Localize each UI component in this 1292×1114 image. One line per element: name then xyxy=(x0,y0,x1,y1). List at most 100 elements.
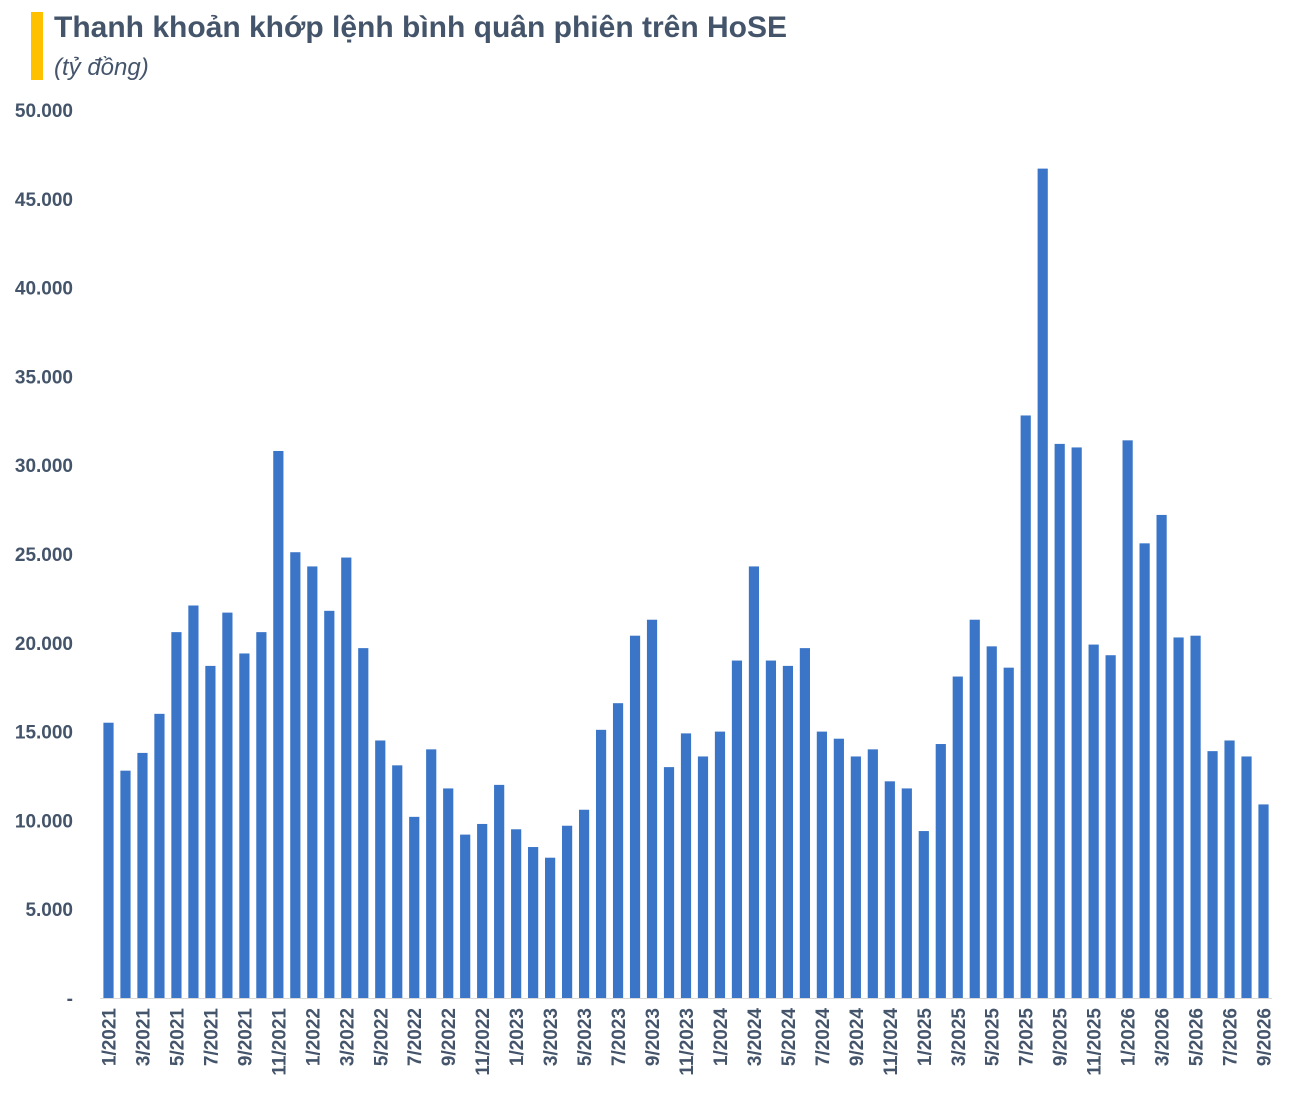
x-tick-label: 11/2023 xyxy=(677,1008,698,1076)
x-tick-label: 1/2025 xyxy=(915,1008,936,1067)
x-tick-label: 7/2025 xyxy=(1017,1008,1038,1067)
x-tick-label: 1/2024 xyxy=(711,1008,732,1067)
x-tick-label: 5/2025 xyxy=(983,1008,1004,1067)
title-accent-bar xyxy=(31,12,43,80)
bar xyxy=(1122,440,1133,999)
bar xyxy=(901,788,912,998)
bar xyxy=(1241,756,1252,998)
bar xyxy=(697,756,709,998)
x-tick-label: 9/2023 xyxy=(643,1008,664,1066)
x-tick-label: 3/2021 xyxy=(133,1008,154,1067)
x-tick-label: 11/2024 xyxy=(881,1008,902,1076)
bar xyxy=(137,752,148,998)
x-tick-label: 3/2026 xyxy=(1153,1008,1174,1066)
bar xyxy=(629,635,641,998)
bar xyxy=(171,632,182,998)
bar xyxy=(528,847,539,998)
bar xyxy=(358,648,369,998)
bar xyxy=(545,857,556,998)
bar xyxy=(731,660,743,998)
y-axis: - 5.000 10.000 15.000 20.000 25.000 30.000 35.0… xyxy=(15,101,73,1010)
x-tick-label: 7/2026 xyxy=(1221,1008,1242,1066)
y-tick-label: 20.000 xyxy=(15,634,73,655)
bar xyxy=(205,665,216,998)
x-tick-label: 1/2021 xyxy=(99,1008,120,1067)
bar xyxy=(765,660,777,998)
bar xyxy=(511,829,522,998)
x-tick-label: 3/2024 xyxy=(745,1008,766,1067)
bar xyxy=(409,816,420,998)
bar xyxy=(443,788,454,998)
bar xyxy=(1156,514,1167,998)
bar xyxy=(239,653,250,998)
x-tick-label: 9/2021 xyxy=(235,1008,256,1067)
bar xyxy=(120,770,131,998)
bar xyxy=(1190,635,1201,998)
chart-subtitle: (tỷ đồng) xyxy=(54,54,149,81)
y-tick-label: 45.000 xyxy=(15,190,73,211)
bar xyxy=(1054,443,1065,998)
bar xyxy=(103,722,114,998)
bar xyxy=(850,756,861,998)
x-tick-label: 1/2022 xyxy=(303,1008,324,1066)
x-tick-label: 9/2026 xyxy=(1255,1008,1276,1066)
bar xyxy=(969,619,980,998)
x-tick-label: 3/2025 xyxy=(949,1008,970,1067)
y-tick-label: 50.000 xyxy=(15,101,73,122)
y-tick-label: - xyxy=(67,989,73,1010)
bar xyxy=(986,646,997,998)
bar xyxy=(460,834,471,998)
bar xyxy=(188,605,199,998)
y-tick-label: 30.000 xyxy=(15,456,73,477)
bar xyxy=(935,744,946,998)
bar xyxy=(307,566,318,998)
x-tick-label: 7/2023 xyxy=(609,1008,630,1066)
bar xyxy=(816,731,827,998)
bar xyxy=(1071,447,1082,998)
bar xyxy=(1020,415,1031,999)
x-tick-label: 7/2022 xyxy=(405,1008,426,1066)
bar xyxy=(1224,740,1235,998)
bar xyxy=(1207,751,1218,998)
y-tick-label: 5.000 xyxy=(25,900,73,921)
bar xyxy=(646,619,658,998)
x-tick-label: 5/2022 xyxy=(371,1008,392,1066)
x-tick-label: 5/2024 xyxy=(779,1008,800,1067)
x-tick-label: 11/2021 xyxy=(269,1008,290,1076)
bar xyxy=(714,731,726,998)
bar xyxy=(1003,667,1014,998)
y-tick-label: 25.000 xyxy=(15,545,73,566)
bar xyxy=(833,738,844,998)
x-tick-label: 11/2025 xyxy=(1085,1008,1106,1076)
bar xyxy=(680,733,692,998)
bar xyxy=(562,825,573,998)
bar xyxy=(612,703,624,998)
bar xyxy=(1139,543,1150,998)
x-tick-label: 5/2023 xyxy=(575,1008,596,1066)
bar xyxy=(426,749,437,998)
bar xyxy=(1105,655,1116,998)
x-tick-label: 9/2025 xyxy=(1051,1008,1072,1067)
x-tick-label: 9/2024 xyxy=(847,1008,868,1067)
bar xyxy=(748,566,760,998)
bar-series xyxy=(103,168,1269,999)
x-tick-label: 11/2022 xyxy=(473,1008,494,1076)
bar xyxy=(341,557,352,998)
x-tick-label: 3/2022 xyxy=(337,1008,358,1066)
x-tick-label: 1/2026 xyxy=(1119,1008,1140,1066)
x-tick-label: 7/2021 xyxy=(201,1008,222,1067)
bar xyxy=(290,552,301,998)
x-tick-label: 7/2024 xyxy=(813,1008,834,1067)
bar xyxy=(1173,637,1184,998)
chart-title: Thanh khoản khớp lệnh bình quân phiên tr… xyxy=(54,11,787,44)
bar xyxy=(663,767,675,998)
x-tick-label: 5/2021 xyxy=(167,1008,188,1067)
bar xyxy=(918,831,929,998)
bar xyxy=(884,781,895,998)
bar xyxy=(494,784,505,998)
bar xyxy=(324,610,335,998)
bar xyxy=(256,632,267,998)
bar xyxy=(154,713,165,998)
bar xyxy=(477,823,488,998)
bar xyxy=(595,729,607,998)
